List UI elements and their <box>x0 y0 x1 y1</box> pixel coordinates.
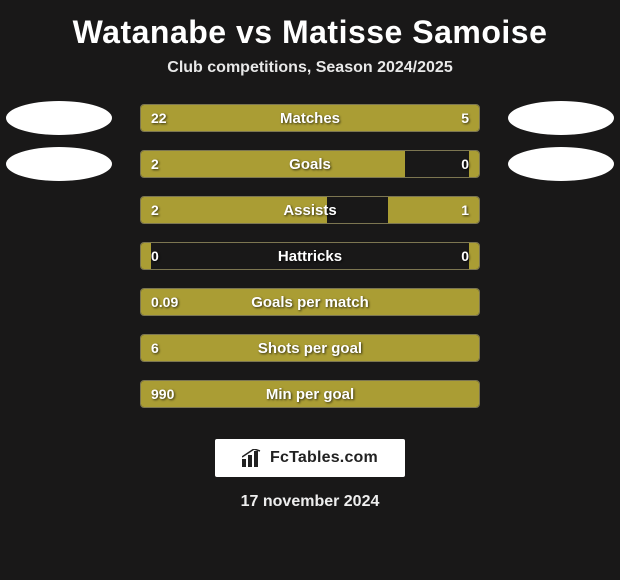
stat-label: Matches <box>141 105 479 131</box>
stat-row: 6Shots per goal <box>0 325 620 371</box>
date-label: 17 november 2024 <box>0 477 620 511</box>
logo-text: FcTables.com <box>270 449 378 467</box>
chart-bar-icon <box>242 449 264 467</box>
stat-bar: 21Assists <box>140 196 480 224</box>
stat-row: 225Matches <box>0 95 620 141</box>
stat-row: 990Min per goal <box>0 371 620 417</box>
page-subtitle: Club competitions, Season 2024/2025 <box>0 53 620 89</box>
stat-label: Hattricks <box>141 243 479 269</box>
stat-row: 20Goals <box>0 141 620 187</box>
stat-bar: 20Goals <box>140 150 480 178</box>
player-left-badge <box>6 101 112 135</box>
stat-row: 00Hattricks <box>0 233 620 279</box>
stat-label: Assists <box>141 197 479 223</box>
stat-row: 21Assists <box>0 187 620 233</box>
player-left-badge <box>6 147 112 181</box>
player-right-badge <box>508 147 614 181</box>
stat-bar: 00Hattricks <box>140 242 480 270</box>
stat-row: 0.09Goals per match <box>0 279 620 325</box>
stat-bar: 990Min per goal <box>140 380 480 408</box>
stat-rows: 225Matches 20Goals 21Assists 00Hattricks 0.0… <box>0 89 620 425</box>
stat-label: Goals <box>141 151 479 177</box>
stat-bar: 6Shots per goal <box>140 334 480 362</box>
stat-label: Goals per match <box>141 289 479 315</box>
page-title: Watanabe vs Matisse Samoise <box>0 0 620 53</box>
stat-bar: 225Matches <box>140 104 480 132</box>
stat-label: Shots per goal <box>141 335 479 361</box>
player-right-badge <box>508 101 614 135</box>
source-logo: FcTables.com <box>215 439 405 477</box>
stat-bar: 0.09Goals per match <box>140 288 480 316</box>
stat-label: Min per goal <box>141 381 479 407</box>
